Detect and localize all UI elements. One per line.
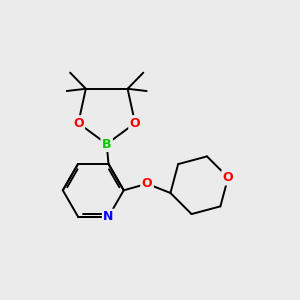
Text: O: O: [223, 171, 233, 184]
Text: O: O: [73, 117, 84, 130]
Text: O: O: [142, 177, 152, 190]
Text: B: B: [102, 137, 112, 151]
Text: N: N: [103, 210, 114, 223]
Text: O: O: [130, 117, 140, 130]
